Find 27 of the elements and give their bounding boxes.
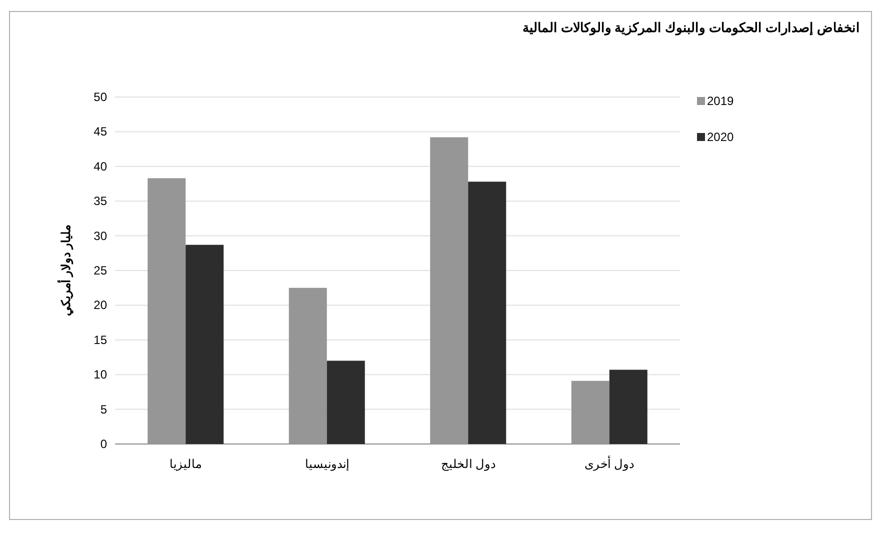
y-tick-label: 0 (100, 437, 108, 451)
y-tick-label: 10 (94, 368, 108, 382)
bar (148, 178, 186, 444)
bar (571, 380, 610, 444)
x-tick-label: دول أخرى (584, 456, 634, 471)
bar (288, 288, 327, 444)
y-tick-label: 45 (94, 124, 108, 139)
bar (468, 182, 506, 444)
y-tick-label: 40 (94, 159, 108, 174)
y-tick-label: 35 (94, 194, 108, 208)
bar (609, 370, 648, 444)
y-tick-label: 5 (100, 402, 108, 416)
x-tick-label: دول الخليج (440, 457, 496, 471)
y-tick-label: 25 (94, 264, 108, 278)
bar (326, 360, 365, 444)
x-tick-label: ماليزيا (170, 457, 202, 471)
y-tick-label: 30 (94, 228, 108, 243)
y-tick-label: 50 (94, 90, 108, 104)
legend-label: 2020 (707, 130, 734, 144)
bar (430, 137, 468, 444)
y-axis-title: مليار دولار أمريكي (58, 225, 74, 316)
y-tick-label: 15 (94, 332, 108, 347)
y-tick-label: 20 (94, 298, 108, 312)
legend-label: 2019 (707, 94, 734, 108)
x-tick-label: إندونيسيا (304, 457, 349, 472)
chart-title: انخفاض إصدارات الحكومات والبنوك المركزية والوكالات المالية (522, 20, 860, 36)
bar (186, 244, 224, 444)
